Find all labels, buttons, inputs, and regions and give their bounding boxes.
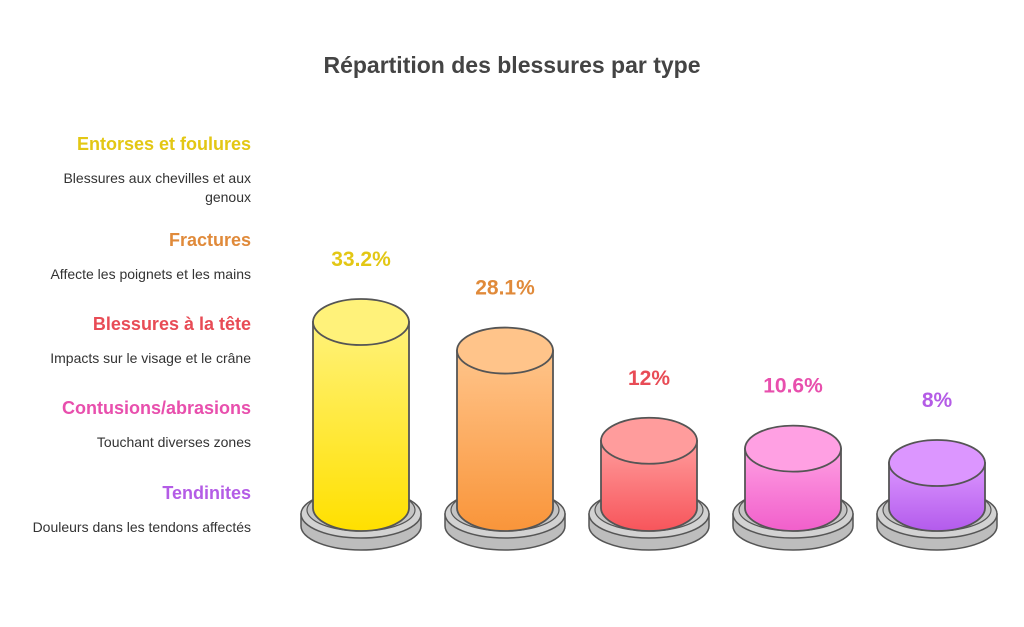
- legend-item-contusions: Contusions/abrasions Touchant diverses z…: [20, 398, 251, 452]
- cylinder-top: [312, 298, 410, 346]
- chart-title: Répartition des blessures par type: [323, 52, 701, 78]
- bar-2: 28.1%: [444, 277, 566, 551]
- legend-description: Affecte les poignets et les mains: [50, 266, 251, 282]
- value-label: 28.1%: [475, 277, 535, 300]
- cylinder-body: [312, 321, 410, 532]
- value-label: 10.6%: [763, 375, 823, 398]
- legend-description: Douleurs dans les tendons affectés: [32, 519, 251, 535]
- legend-item-tendinites: Tendinites Douleurs dans les tendons aff…: [20, 483, 251, 537]
- legend-label: Blessures à la tête: [92, 314, 251, 334]
- legend-label: Entorses et foulures: [76, 134, 251, 154]
- value-label: 12%: [628, 367, 670, 390]
- bar-5: 8%: [876, 389, 998, 551]
- legend-description: Impacts sur le visage et le crâne: [50, 350, 251, 366]
- bar-4: 10.6%: [732, 375, 854, 551]
- value-label: 33.2%: [331, 248, 391, 271]
- cylinder-top: [456, 326, 554, 375]
- cylinder-top: [744, 424, 842, 473]
- cylinder-top: [888, 439, 986, 487]
- legend-description: Touchant diverses zones: [96, 434, 251, 450]
- bar-3: 12%: [588, 367, 710, 551]
- cylinder-top: [600, 416, 698, 465]
- value-label: 8%: [922, 389, 953, 412]
- legend-item-entorses: Entorses et foulures Blessures aux chevi…: [20, 134, 251, 207]
- legend-item-tete: Blessures à la tête Impacts sur le visag…: [20, 314, 251, 368]
- legend-label: Fractures: [168, 230, 251, 250]
- legend-label: Contusions/abrasions: [61, 398, 251, 418]
- cylinder-body: [600, 439, 698, 532]
- legend-item-fractures: Fractures Affecte les poignets et les ma…: [20, 230, 251, 284]
- cylinder-body: [456, 349, 554, 532]
- bar-1: 33.2%: [300, 248, 422, 551]
- legend-label: Tendinites: [162, 483, 251, 503]
- legend-description: Blessures aux chevilles et aux genoux: [63, 170, 251, 205]
